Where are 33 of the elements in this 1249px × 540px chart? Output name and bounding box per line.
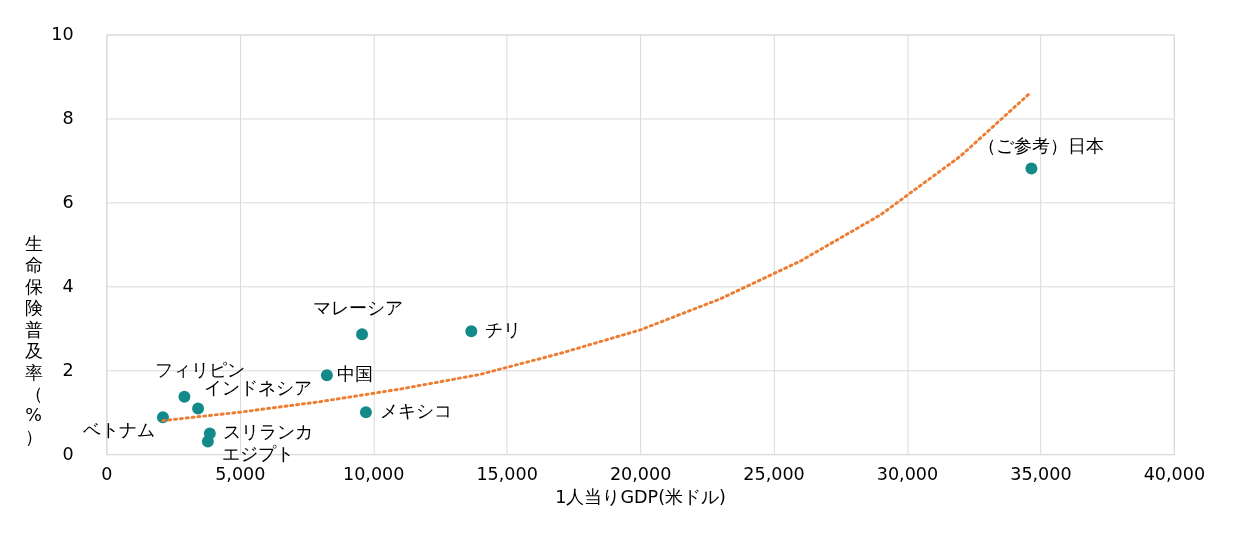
annotation: ベトナム bbox=[83, 419, 156, 440]
annotation: （ご参考）日本 bbox=[977, 135, 1104, 156]
point bbox=[201, 435, 214, 448]
annotation: エジプト bbox=[221, 444, 294, 465]
annotation: チリ bbox=[484, 320, 521, 341]
y-tick-label: 10 bbox=[51, 23, 74, 44]
y-tick-label: 2 bbox=[62, 359, 74, 380]
y-tick-label: 8 bbox=[62, 107, 74, 128]
point bbox=[320, 369, 333, 382]
x-tick-label: 0 bbox=[101, 464, 113, 485]
annotation: メキシコ bbox=[379, 401, 452, 422]
point bbox=[356, 328, 368, 341]
x-tick-label: 25,000 bbox=[743, 464, 805, 485]
x-axis-title: 1人当りGDP(米ドル) bbox=[555, 487, 726, 508]
annotation: 中国 bbox=[336, 364, 373, 385]
text: 生命保険普及率（%） bbox=[24, 233, 43, 447]
y-tick-label: 4 bbox=[62, 275, 74, 296]
x-tick-label: 30,000 bbox=[876, 464, 939, 485]
x-tick-label: 15,000 bbox=[476, 464, 538, 485]
annotation: マレーシア bbox=[313, 297, 404, 318]
point bbox=[192, 402, 205, 415]
point bbox=[178, 390, 191, 403]
point bbox=[1025, 162, 1038, 175]
y-tick-label: 6 bbox=[62, 191, 74, 212]
point bbox=[465, 325, 478, 338]
x-tick-label: 5,000 bbox=[215, 464, 266, 485]
x-tick-label: 20,000 bbox=[609, 464, 672, 485]
x-tick-label: 40,000 bbox=[1143, 464, 1206, 485]
annotation: スリランカ bbox=[223, 422, 314, 443]
x-tick-label: 10,000 bbox=[343, 464, 405, 485]
x-tick-label: 35,000 bbox=[1010, 464, 1072, 485]
y-tick-label: 0 bbox=[62, 443, 74, 464]
point bbox=[359, 406, 372, 419]
